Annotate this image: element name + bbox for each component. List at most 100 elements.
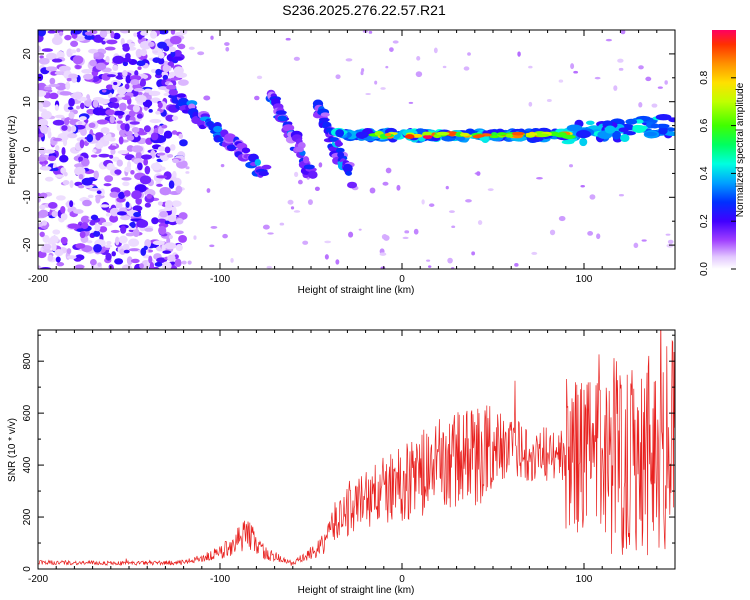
noise-blob xyxy=(148,255,153,264)
trace-blob xyxy=(634,119,644,124)
noise-blob xyxy=(620,30,626,35)
noise-blob xyxy=(48,202,58,209)
x-tick-label: 100 xyxy=(576,274,593,285)
noise-blob xyxy=(172,158,180,164)
noise-blob xyxy=(54,71,66,76)
noise-blob xyxy=(112,55,125,65)
noise-blob xyxy=(63,117,70,126)
noise-blob xyxy=(43,86,52,91)
noise-blob xyxy=(52,229,61,235)
noise-blob xyxy=(148,109,153,113)
noise-blob xyxy=(114,169,122,175)
noise-blob xyxy=(155,110,161,115)
noise-blob xyxy=(75,243,86,249)
noise-blob xyxy=(230,257,234,263)
y-tick-label: 0 xyxy=(22,146,33,152)
noise-blob xyxy=(135,94,147,103)
noise-blob xyxy=(657,86,663,89)
noise-blob xyxy=(64,34,72,41)
noise-blob xyxy=(109,97,118,103)
noise-blob xyxy=(77,184,85,189)
trace-peak-blob xyxy=(489,135,500,139)
branch-blob xyxy=(318,117,330,122)
noise-blob xyxy=(52,167,59,172)
noise-blob xyxy=(433,47,438,54)
noise-blob xyxy=(38,45,41,53)
noise-blob xyxy=(124,123,130,132)
trace-peak-blob xyxy=(422,131,433,136)
noise-blob xyxy=(137,92,143,96)
spectrogram-image xyxy=(38,30,675,269)
noise-blob xyxy=(266,265,273,269)
noise-blob xyxy=(97,262,102,267)
noise-blob xyxy=(256,75,263,80)
noise-blob xyxy=(442,65,447,69)
noise-blob xyxy=(70,92,80,99)
noise-blob xyxy=(96,190,102,195)
noise-blob xyxy=(262,224,270,230)
noise-blob xyxy=(118,102,127,112)
noise-blob xyxy=(101,221,113,227)
noise-blob xyxy=(66,77,72,82)
noise-blob xyxy=(222,233,228,239)
noise-blob xyxy=(96,119,109,125)
noise-blob xyxy=(75,258,82,262)
noise-blob xyxy=(167,216,177,223)
noise-blob xyxy=(55,195,66,201)
noise-blob xyxy=(169,144,176,151)
noise-blob xyxy=(173,49,182,57)
noise-blob xyxy=(225,46,230,52)
y-tick-label: 0 xyxy=(22,566,33,572)
branch-blob xyxy=(302,156,310,164)
noise-blob xyxy=(78,121,83,125)
noise-blob xyxy=(177,43,186,50)
noise-blob xyxy=(105,84,114,90)
noise-blob xyxy=(116,159,123,167)
noise-blob xyxy=(93,230,101,237)
noise-blob xyxy=(74,166,86,176)
noise-blob xyxy=(179,139,188,147)
noise-blob xyxy=(641,239,647,242)
noise-blob xyxy=(122,57,132,63)
noise-blob xyxy=(140,30,149,36)
noise-blob xyxy=(165,114,175,122)
noise-blob xyxy=(210,225,218,229)
noise-blob xyxy=(128,238,140,247)
noise-blob xyxy=(93,243,102,253)
noise-blob xyxy=(122,264,133,269)
noise-blob xyxy=(132,228,140,238)
noise-blob xyxy=(171,200,182,207)
noise-blob xyxy=(348,231,354,238)
noise-blob xyxy=(38,90,47,97)
noise-blob xyxy=(380,87,386,90)
noise-blob xyxy=(415,71,423,78)
noise-blob xyxy=(118,191,126,200)
trace-blob xyxy=(579,137,588,147)
noise-blob xyxy=(121,177,132,181)
noise-blob xyxy=(128,109,136,117)
noise-blob xyxy=(85,184,95,189)
branch-blob xyxy=(342,163,353,173)
noise-blob xyxy=(99,188,105,197)
noise-blob xyxy=(118,136,124,145)
noise-blob xyxy=(108,102,119,108)
noise-blob xyxy=(158,225,167,235)
noise-blob xyxy=(139,175,152,185)
noise-blob xyxy=(54,248,64,257)
noise-blob xyxy=(101,89,107,93)
noise-blob xyxy=(594,76,601,80)
noise-blob xyxy=(335,259,340,265)
noise-blob xyxy=(93,170,99,180)
noise-blob xyxy=(187,260,192,265)
noise-blob xyxy=(76,105,81,110)
noise-blob xyxy=(124,83,130,90)
spectrogram-ylabel: Frequency (Hz) xyxy=(7,116,18,185)
noise-blob xyxy=(60,206,66,214)
noise-blob xyxy=(558,79,564,83)
noise-blob xyxy=(546,99,552,103)
noise-blob xyxy=(81,177,93,186)
noise-blob xyxy=(73,209,84,214)
noise-blob xyxy=(109,115,115,124)
noise-blob xyxy=(38,118,49,128)
noise-blob xyxy=(122,181,130,187)
